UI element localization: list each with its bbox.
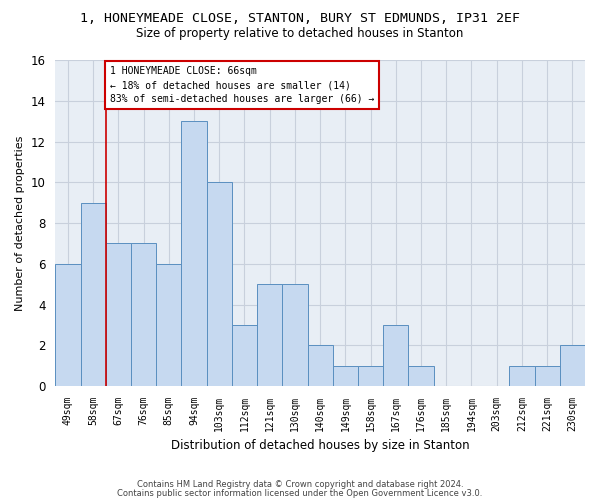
X-axis label: Distribution of detached houses by size in Stanton: Distribution of detached houses by size … [171, 440, 469, 452]
Bar [283, 284, 308, 386]
Text: 1 HONEYMEADE CLOSE: 66sqm
← 18% of detached houses are smaller (14)
83% of semi-: 1 HONEYMEADE CLOSE: 66sqm ← 18% of detac… [110, 66, 374, 104]
Text: Size of property relative to detached houses in Stanton: Size of property relative to detached ho… [136, 28, 464, 40]
Text: Contains HM Land Registry data © Crown copyright and database right 2024.: Contains HM Land Registry data © Crown c… [137, 480, 463, 489]
Bar [80, 202, 106, 386]
Bar [55, 264, 80, 386]
Bar [181, 121, 206, 386]
Text: 1, HONEYMEADE CLOSE, STANTON, BURY ST EDMUNDS, IP31 2EF: 1, HONEYMEADE CLOSE, STANTON, BURY ST ED… [80, 12, 520, 26]
Bar [509, 366, 535, 386]
Bar [257, 284, 283, 386]
Bar [232, 325, 257, 386]
Bar [131, 244, 156, 386]
Bar [106, 244, 131, 386]
Text: Contains public sector information licensed under the Open Government Licence v3: Contains public sector information licen… [118, 489, 482, 498]
Bar [535, 366, 560, 386]
Bar [409, 366, 434, 386]
Bar [156, 264, 181, 386]
Y-axis label: Number of detached properties: Number of detached properties [15, 136, 25, 311]
Bar [333, 366, 358, 386]
Bar [206, 182, 232, 386]
Bar [308, 346, 333, 386]
Bar [383, 325, 409, 386]
Bar [560, 346, 585, 386]
Bar [358, 366, 383, 386]
